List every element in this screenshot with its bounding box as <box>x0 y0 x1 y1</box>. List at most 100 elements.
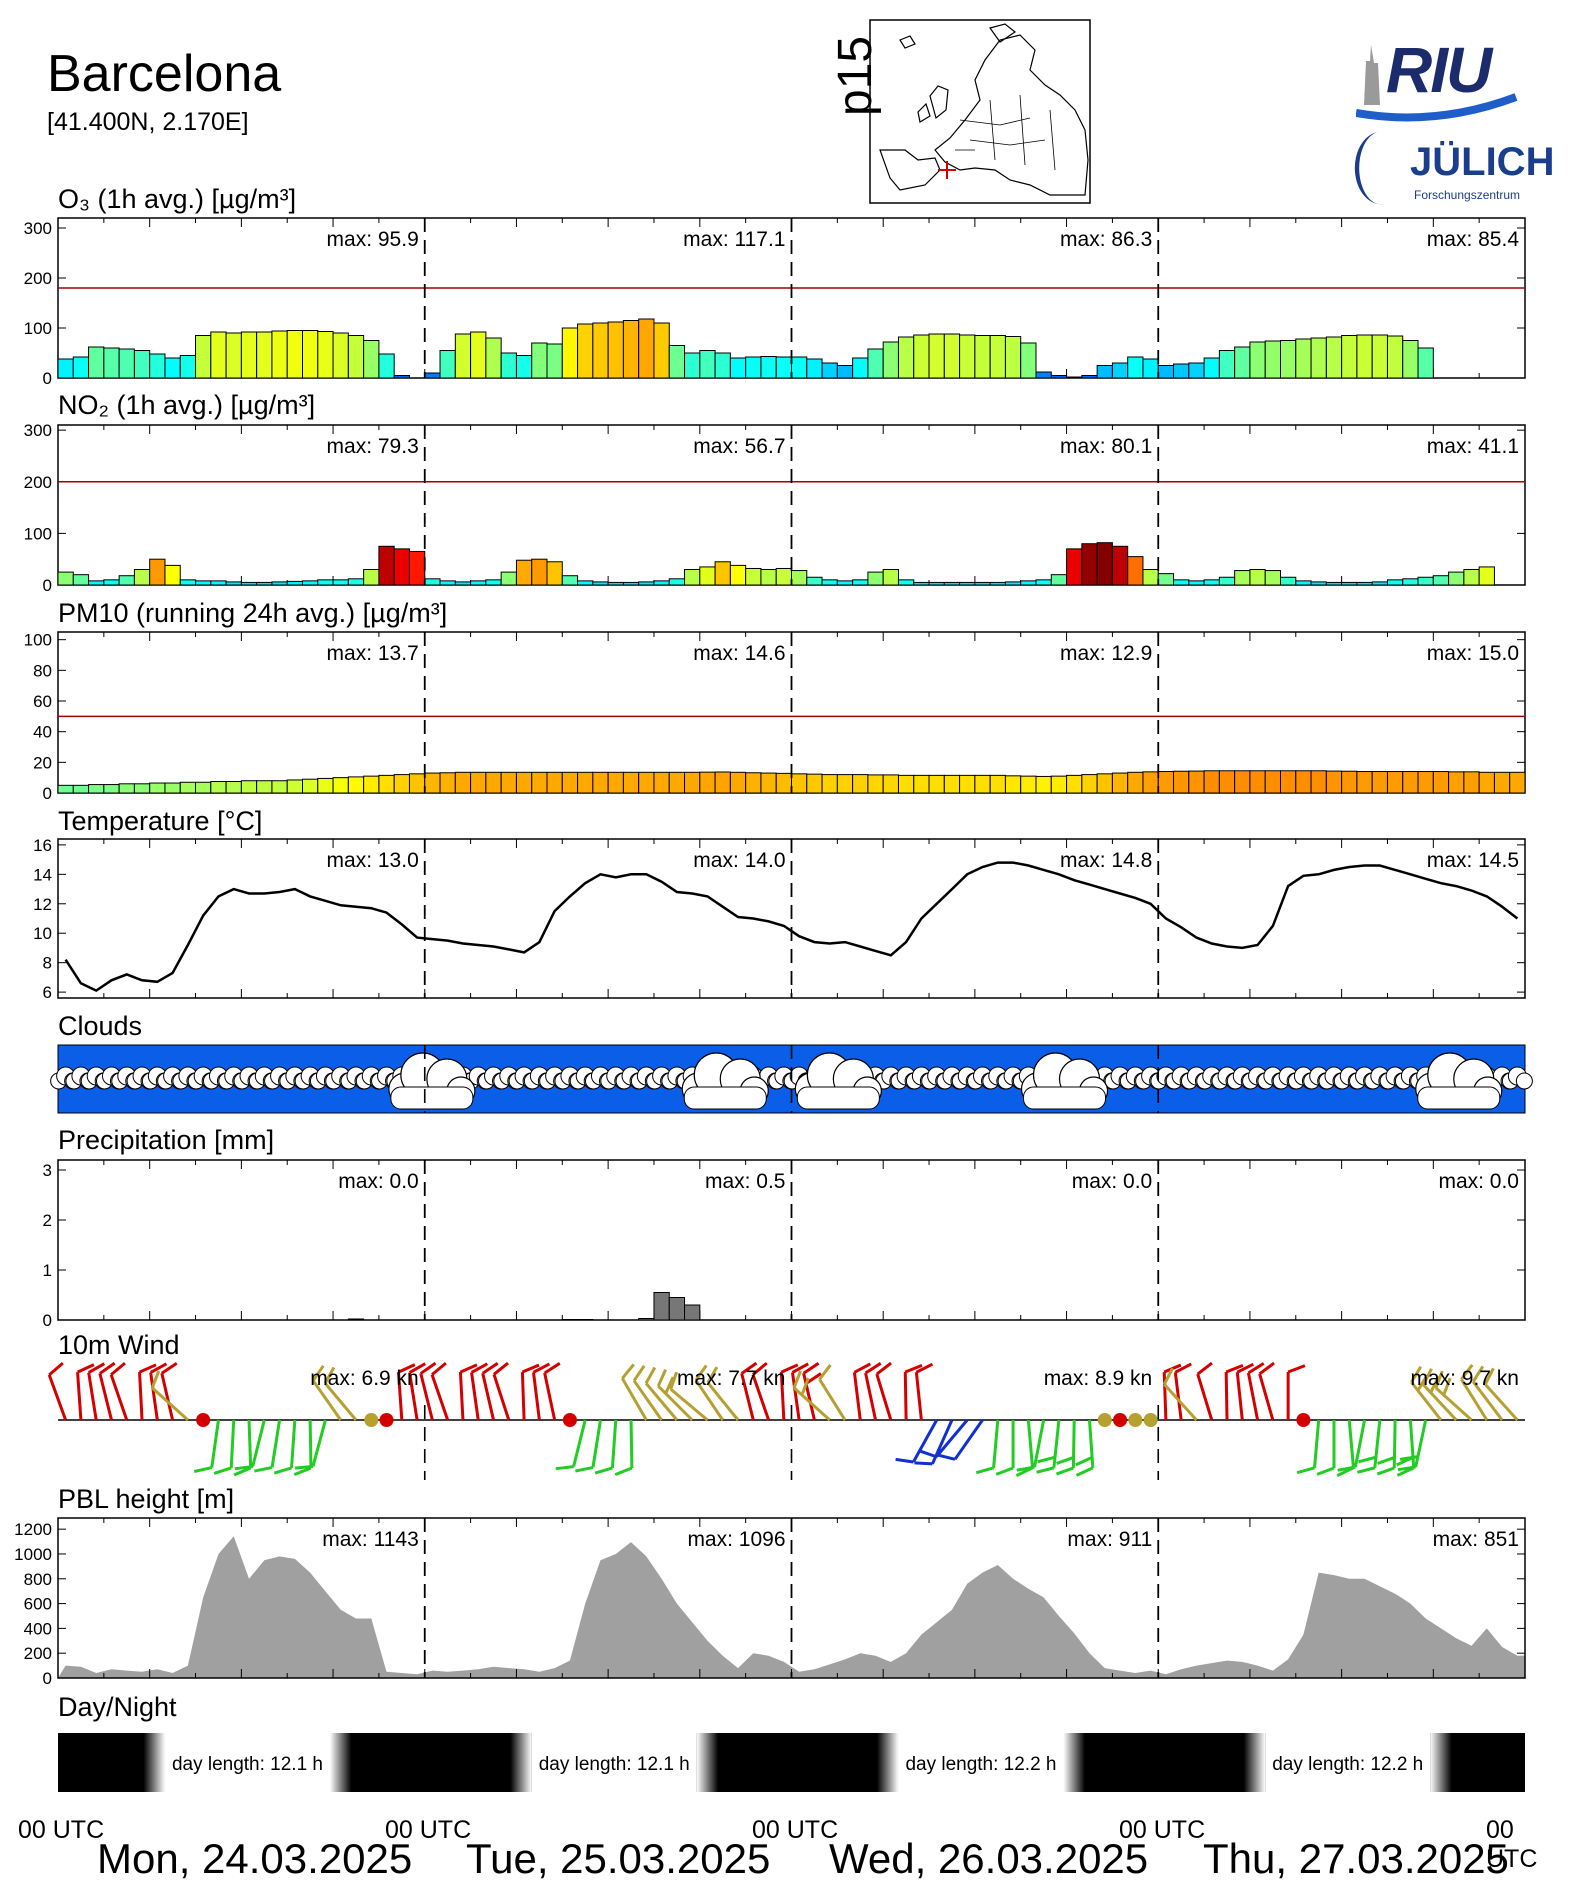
sunset-band <box>696 1733 719 1792</box>
no2-bar <box>821 579 838 586</box>
wind-barb-flag <box>1377 1456 1395 1465</box>
pm10-bar <box>1417 771 1434 794</box>
pm10-bar <box>332 777 349 794</box>
pm10-bar <box>1096 773 1113 794</box>
o3-bar <box>1157 365 1175 379</box>
wind-barb-flag <box>1196 1361 1213 1376</box>
o3-bar <box>302 330 319 379</box>
temp-ytick-label: 8 <box>43 954 52 973</box>
pm10-bar <box>546 771 563 794</box>
wind-barb <box>294 1419 327 1470</box>
pm10-bar <box>729 771 747 794</box>
wind-barb <box>1163 1367 1198 1422</box>
o3-bar <box>1173 363 1190 379</box>
no2-bar <box>1310 581 1327 586</box>
map-borders <box>955 94 1056 171</box>
o3-bar <box>592 322 609 379</box>
temp-max-label: max: 14.5 <box>1427 849 1519 872</box>
wind-barb-flag <box>751 1361 768 1376</box>
no2-bar <box>1280 576 1297 586</box>
pm10-max-label: max: 13.7 <box>327 642 419 665</box>
pm10-bar <box>302 778 319 794</box>
no2-bar <box>1142 569 1159 586</box>
precip-title: Precipitation [mm] <box>58 1125 274 1155</box>
wind-barb <box>740 1361 758 1421</box>
pm10-bar <box>1050 775 1068 794</box>
pm10-bar <box>103 784 120 794</box>
wind-barb-staff <box>492 1373 511 1421</box>
o3-max-label: max: 95.9 <box>327 228 419 251</box>
precip-bar <box>684 1304 701 1321</box>
wind-barb-staff <box>1353 1419 1367 1468</box>
wind-barb <box>995 1420 1015 1476</box>
wind-barb-staff <box>109 1374 129 1421</box>
no2-bar <box>1249 569 1266 586</box>
cloud-small <box>1501 1066 1533 1090</box>
no2-bar <box>943 581 961 586</box>
precip-bar <box>347 1318 365 1321</box>
wind-barb-flag <box>621 1363 635 1380</box>
pm10-bar <box>470 771 487 794</box>
pm10-bar <box>118 783 135 794</box>
cloud-large <box>388 1052 476 1110</box>
wind-barb <box>669 1371 709 1422</box>
wind-barb-staff <box>1434 1386 1473 1422</box>
wind-barb-staff <box>740 1373 755 1421</box>
pbl-ytick-label: 600 <box>24 1595 52 1614</box>
wind-barb-staff <box>1258 1373 1275 1421</box>
o3-bar <box>1081 375 1098 379</box>
wind-barb <box>233 1419 253 1477</box>
pm10-bar <box>1127 771 1144 794</box>
no2-bar <box>1111 545 1129 586</box>
day-length-label: day length: 12.1 h <box>172 1754 323 1775</box>
o3-bar <box>271 330 288 379</box>
no2-bar <box>699 566 716 586</box>
precip-bar <box>577 1319 594 1321</box>
o3-bar <box>1234 346 1251 379</box>
pm10-bar <box>271 780 288 794</box>
wind-barb <box>644 1366 679 1421</box>
no2-bar <box>1402 578 1419 586</box>
wind-barb-flag <box>1442 1377 1452 1396</box>
no2-bar <box>1386 579 1404 586</box>
wind-barb-staff <box>520 1371 526 1421</box>
sunrise-band <box>1243 1733 1266 1792</box>
o3-bar <box>210 331 227 379</box>
o3-bar <box>1402 340 1419 379</box>
o3-bar <box>836 365 854 379</box>
day-length-label: day length: 12.2 h <box>1272 1754 1423 1775</box>
o3-max-label: max: 85.4 <box>1427 228 1520 251</box>
wind-barb-flag <box>1036 1466 1055 1474</box>
pm10-bar <box>745 772 762 794</box>
pm10-bar <box>393 774 410 794</box>
julich-logo-text: JÜLICH <box>1410 140 1555 184</box>
no2-bar <box>714 561 731 586</box>
wind-barb-flag <box>1376 1466 1395 1476</box>
no2-bar <box>1264 570 1281 586</box>
sunset-band <box>330 1733 352 1792</box>
wind-barb-flag <box>1483 1367 1495 1386</box>
julich-logo-subtext: Forschungszentrum <box>1414 188 1521 202</box>
o3-bar <box>1142 358 1159 379</box>
no2-bar <box>852 579 869 586</box>
wind-barb <box>975 1419 1000 1475</box>
utc-label-0: 00 UTC <box>18 1816 105 1844</box>
riu-logo: RIU <box>1355 25 1526 130</box>
no2-bar <box>72 574 90 586</box>
wind-barb-flag <box>1337 1465 1356 1472</box>
wind-barb-flag <box>904 1363 923 1374</box>
wind-barb-flag <box>895 1457 914 1464</box>
o3-bar <box>1096 365 1113 379</box>
no2-bar <box>164 564 181 586</box>
o3-bar <box>791 356 808 379</box>
cloud-large <box>681 1052 769 1110</box>
wind-barb-staff <box>210 1419 220 1468</box>
o3-bar <box>1341 335 1358 379</box>
pm10-bar <box>897 774 915 794</box>
wind-barb-flag <box>1357 1466 1376 1474</box>
pm10-bar <box>1203 770 1220 794</box>
wind-barb-staff <box>160 1372 175 1421</box>
no2-bar <box>393 548 410 586</box>
no2-max-label: max: 56.7 <box>693 435 785 458</box>
wind-barb-staff <box>621 1377 648 1421</box>
